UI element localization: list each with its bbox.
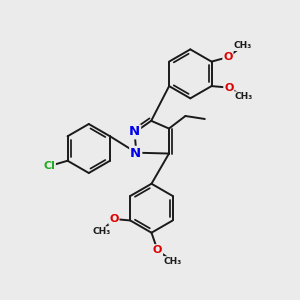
Text: CH₃: CH₃ [92,227,110,236]
Text: Cl: Cl [43,161,55,171]
Text: O: O [109,214,119,224]
Text: N: N [130,147,141,160]
Text: CH₃: CH₃ [234,41,252,50]
Text: CH₃: CH₃ [163,257,182,266]
Text: O: O [223,52,232,62]
Text: O: O [224,82,233,93]
Text: N: N [129,125,140,138]
Text: CH₃: CH₃ [235,92,253,101]
Text: O: O [153,245,162,255]
